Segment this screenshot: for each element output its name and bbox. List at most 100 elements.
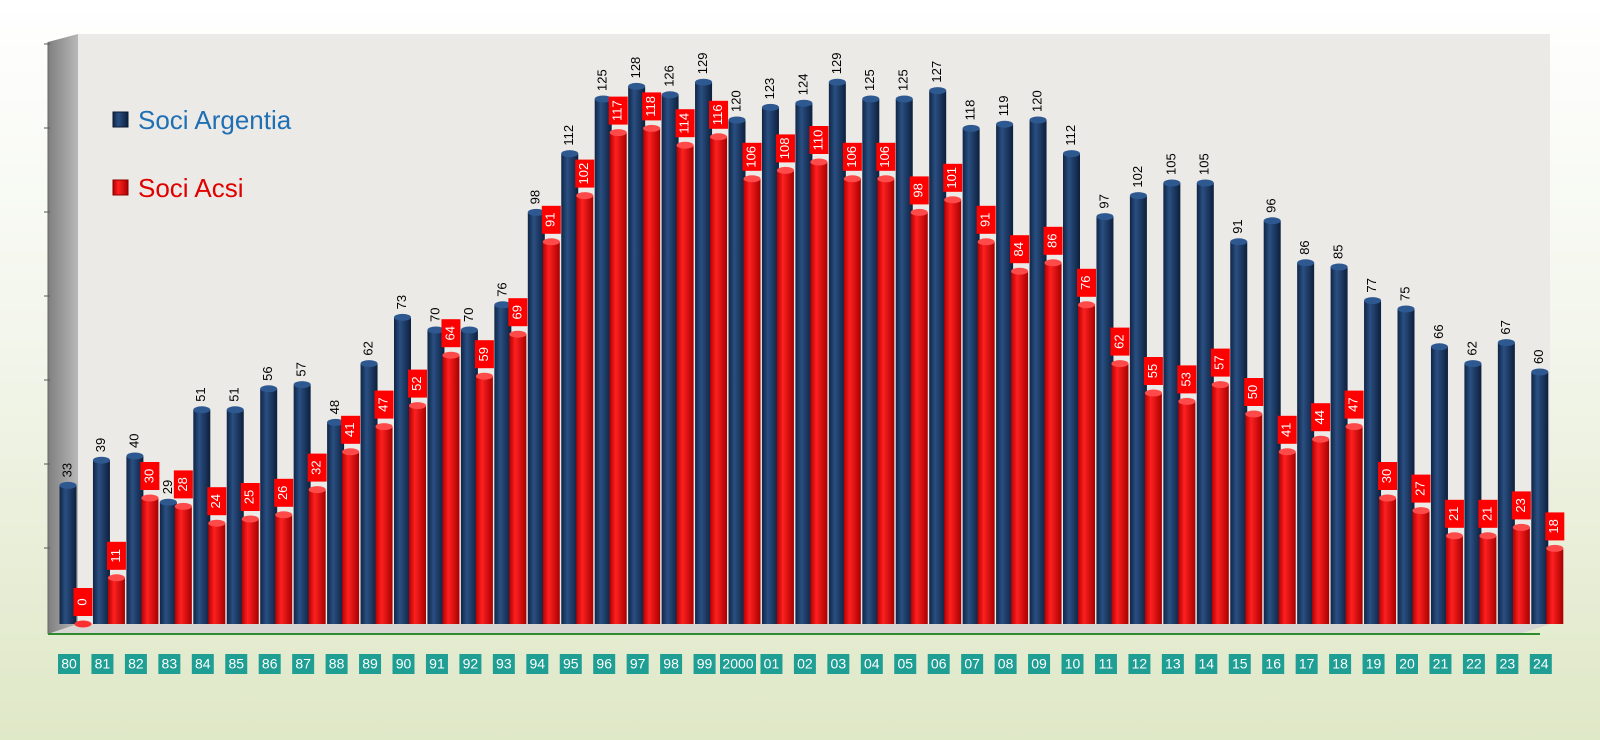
- label-box-soci-acsi: [1344, 390, 1364, 419]
- bar-group: [1029, 116, 1062, 624]
- x-tick-box: [1295, 654, 1318, 674]
- label-box-soci-acsi: [809, 126, 829, 154]
- x-axis-ticks: 80 81 82 83 84 85 86 87 88 89 90 91 92 93 94 95 96 97 98 99…: [58, 654, 1552, 674]
- label-soci-acsi: 118: [643, 96, 658, 117]
- bar-soci-acsi: [208, 523, 226, 624]
- bar-soci-argentia: [260, 388, 278, 624]
- bar-group: [1163, 179, 1196, 624]
- label-soci-argentia: 73: [394, 295, 409, 309]
- bar-top-soci-acsi: [944, 196, 962, 204]
- bar-top-soci-argentia: [1297, 259, 1315, 267]
- bar-top-soci-acsi: [1412, 507, 1430, 515]
- bar-top-soci-argentia: [795, 99, 813, 107]
- label-soci-argentia: 98: [528, 190, 543, 204]
- x-tick-box: [1529, 654, 1552, 674]
- label-box-soci-acsi: [73, 588, 93, 616]
- x-tick-box: [124, 654, 147, 674]
- label-soci-argentia: 67: [1498, 320, 1513, 334]
- bar-soci-acsi: [1044, 262, 1062, 624]
- label-soci-argentia: 70: [427, 308, 442, 322]
- label-soci-acsi: 116: [710, 104, 725, 125]
- bar-group: [929, 87, 962, 625]
- label-soci-argentia: 48: [327, 400, 342, 414]
- x-tick-box: [1262, 654, 1285, 674]
- bar-soci-acsi: [1546, 548, 1564, 624]
- bar-top-soci-argentia: [427, 326, 445, 334]
- bar-soci-argentia: [59, 485, 77, 624]
- bar-group: [628, 82, 661, 624]
- bar-group: [1464, 360, 1497, 624]
- x-tick-label: 86: [262, 656, 278, 672]
- x-tick-label: 13: [1165, 656, 1181, 672]
- x-tick-label: 18: [1332, 656, 1348, 672]
- label-soci-argentia: 120: [1029, 90, 1044, 112]
- bar-top-soci-argentia: [1397, 305, 1415, 313]
- bar-group: [1364, 297, 1397, 624]
- bar-top-soci-acsi: [509, 330, 527, 338]
- label-soci-argentia: 77: [1364, 278, 1379, 292]
- x-tick-label: 87: [295, 656, 311, 672]
- bar-soci-argentia: [1330, 267, 1348, 624]
- x-tick-label: 93: [496, 656, 512, 672]
- bar-top-soci-argentia: [1263, 217, 1281, 225]
- x-tick-label: 84: [195, 656, 211, 672]
- bar-soci-argentia: [427, 330, 445, 624]
- bar-soci-acsi: [1479, 535, 1497, 624]
- x-tick-label: 15: [1232, 656, 1248, 672]
- bar-soci-acsi: [141, 498, 159, 624]
- bar-top-soci-acsi: [1278, 448, 1296, 456]
- bar-top-soci-argentia: [494, 301, 512, 309]
- bar-top-soci-argentia: [862, 95, 880, 103]
- bar-soci-argentia: [862, 99, 880, 624]
- label-soci-argentia: 75: [1397, 287, 1412, 301]
- bar-soci-acsi: [1011, 271, 1029, 624]
- bar-soci-acsi: [342, 451, 360, 624]
- bar-soci-acsi: [776, 170, 794, 624]
- label-soci-argentia: 112: [561, 125, 576, 146]
- bar-top-soci-argentia: [895, 95, 913, 103]
- x-tick-label: 10: [1065, 656, 1081, 672]
- bar-top-soci-acsi: [409, 402, 426, 410]
- x-tick-box: [325, 654, 348, 674]
- bar-group: [1497, 339, 1530, 624]
- label-box-soci-acsi: [775, 134, 795, 163]
- x-tick-label: 24: [1533, 656, 1549, 672]
- bar-soci-argentia: [1230, 241, 1248, 625]
- x-tick-box: [927, 654, 950, 674]
- bar-top-soci-argentia: [394, 313, 411, 321]
- label-box-soci-acsi: [1478, 499, 1498, 528]
- bar-group: [761, 103, 794, 624]
- x-tick-box: [994, 654, 1017, 674]
- bar-top-soci-argentia: [460, 326, 478, 334]
- label-box-soci-acsi: [675, 109, 695, 138]
- label-box-soci-acsi: [709, 100, 729, 129]
- bar-soci-argentia: [828, 82, 846, 624]
- label-soci-acsi: 101: [944, 167, 959, 189]
- bar-top-soci-acsi: [576, 192, 594, 200]
- label-soci-argentia: 97: [1096, 194, 1111, 208]
- x-tick-box: [1429, 654, 1452, 674]
- bar-group: [962, 124, 995, 625]
- x-tick-box: [693, 654, 716, 674]
- label-box-soci-acsi: [1177, 365, 1197, 394]
- bar-top-soci-acsi: [208, 519, 226, 527]
- x-tick-label: 01: [764, 656, 780, 672]
- label-soci-acsi: 44: [1312, 410, 1327, 424]
- bar-soci-argentia: [159, 502, 177, 624]
- label-soci-argentia: 120: [728, 90, 743, 112]
- bar-top-soci-argentia: [828, 78, 846, 86]
- bar-top-soci-acsi: [1111, 360, 1129, 368]
- bar-soci-argentia: [761, 107, 779, 624]
- label-soci-acsi: 18: [1546, 519, 1561, 533]
- label-soci-argentia: 105: [1163, 153, 1178, 175]
- x-tick-label: 97: [630, 656, 646, 672]
- bar-group: [728, 116, 761, 625]
- label-soci-acsi: 32: [309, 460, 324, 474]
- label-box-soci-acsi: [976, 205, 996, 234]
- bar-soci-acsi: [877, 178, 895, 625]
- label-box-soci-acsi: [909, 176, 929, 205]
- bar-top-soci-acsi: [107, 574, 125, 582]
- label-soci-argentia: 127: [929, 61, 944, 83]
- label-soci-acsi: 47: [1346, 397, 1361, 411]
- bar-top-soci-acsi: [776, 166, 794, 174]
